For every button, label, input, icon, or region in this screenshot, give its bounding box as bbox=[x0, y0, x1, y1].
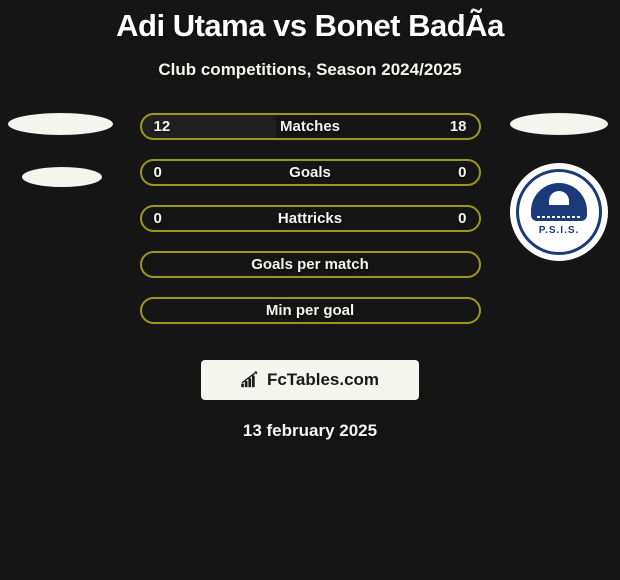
stat-row-goals: 0 Goals 0 bbox=[140, 159, 481, 186]
stat-label: Min per goal bbox=[266, 302, 354, 319]
stat-label: Goals per match bbox=[251, 256, 369, 273]
badge-monument-icon bbox=[549, 191, 569, 205]
player1-placeholder bbox=[8, 113, 113, 219]
date-text: 13 february 2025 bbox=[0, 421, 620, 441]
stat-label: Matches bbox=[280, 118, 340, 135]
stat-right-value: 0 bbox=[443, 164, 467, 181]
main-title: Adi Utama vs Bonet BadÃ­a bbox=[0, 8, 620, 44]
badge-monument-bg bbox=[531, 183, 587, 221]
stat-row-hattricks: 0 Hattricks 0 bbox=[140, 205, 481, 232]
chart-icon bbox=[241, 371, 263, 389]
stat-right-value: 0 bbox=[443, 210, 467, 227]
badge-inner: P.S.I.S. bbox=[516, 169, 602, 255]
stat-label: Goals bbox=[289, 164, 331, 181]
stat-fill bbox=[142, 115, 277, 138]
badge-text: P.S.I.S. bbox=[539, 225, 580, 236]
branding-text: FcTables.com bbox=[267, 370, 379, 390]
stat-left-value: 0 bbox=[154, 210, 178, 227]
player2-ellipse bbox=[510, 113, 608, 135]
player2-placeholder: P.S.I.S. bbox=[510, 113, 608, 261]
badge-lines bbox=[537, 216, 581, 218]
infographic-container: Adi Utama vs Bonet BadÃ­a Club competiti… bbox=[0, 0, 620, 441]
stat-row-mpg: Min per goal bbox=[140, 297, 481, 324]
stat-rows: 12 Matches 18 0 Goals 0 0 Hattricks 0 Go… bbox=[140, 113, 481, 343]
stat-row-gpm: Goals per match bbox=[140, 251, 481, 278]
stat-left-value: 0 bbox=[154, 164, 178, 181]
player1-ellipse-2 bbox=[22, 167, 102, 187]
stat-right-value: 18 bbox=[443, 118, 467, 135]
subtitle: Club competitions, Season 2024/2025 bbox=[0, 60, 620, 80]
stat-row-matches: 12 Matches 18 bbox=[140, 113, 481, 140]
branding-box: FcTables.com bbox=[201, 360, 419, 400]
club-badge: P.S.I.S. bbox=[510, 163, 608, 261]
stats-area: P.S.I.S. 12 Matches 18 0 Goals 0 0 Hattr… bbox=[0, 113, 620, 343]
stat-label: Hattricks bbox=[278, 210, 342, 227]
player1-ellipse-1 bbox=[8, 113, 113, 135]
